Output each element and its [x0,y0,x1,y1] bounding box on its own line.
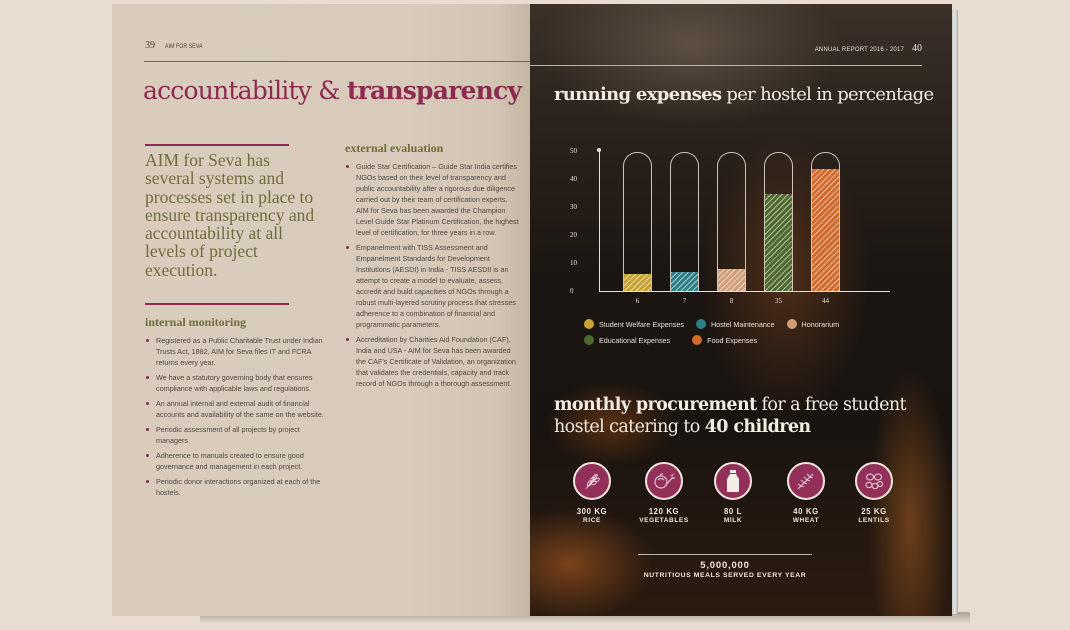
item-quantity: 25 KG [861,507,887,516]
bar-educational [764,152,793,291]
bar-fill [765,193,792,291]
vegetables-icon [645,462,683,500]
intro-text: AIM for Seva has several systems and pro… [145,150,315,280]
x-tick: 7 [682,297,687,305]
x-tick: 35 [775,297,782,305]
x-tick: 44 [822,297,829,305]
y-tick: 0 [570,287,574,295]
procurement-item-lentils: 25 KG LENTILS [834,462,914,524]
x-axis [599,291,890,292]
intro-rule-top [145,144,289,146]
list-item: Registered as a Public Charitable Trust … [145,335,327,368]
y-axis [599,150,600,292]
y-tick: 50 [570,147,577,155]
list-item: We have a statutory governing body that … [145,372,327,394]
rice-stalk-icon [573,462,611,500]
chart-title-light: per hostel in percentage [726,84,934,105]
x-tick: 8 [729,297,734,305]
wheat-icon [787,462,825,500]
list-item: Periodic assessment of all projects by p… [145,424,327,446]
procurement-item-milk: 80 L MILK [693,462,773,524]
chart-title-bold: running expenses [554,84,722,105]
procurement-title-light: for a free student hostel catering to [554,395,907,437]
title-light: accountability & [143,76,340,105]
legend-item: Educational Expenses [584,335,670,345]
title-bold: transparency [346,76,522,105]
external-evaluation-list: Guide Star Certification – Guide Star In… [345,161,521,393]
legend-item: Hostel Maintenance [695,319,775,329]
y-tick: 10 [570,259,577,267]
item-name: MILK [723,517,743,524]
item-name: LENTILS [858,517,890,524]
item-quantity: 80 L [723,507,742,516]
procurement-item-rice: 300 KG RICE [552,462,632,524]
external-evaluation-heading: external evaluation [345,141,444,155]
internal-monitoring-list: Registered as a Public Charitable Trust … [145,335,327,502]
bar-honorarium [717,152,746,291]
left-page: 39 AIM FOR SEVA accountability & transpa… [112,4,530,616]
procurement-title-bold: monthly procurement [554,395,757,415]
item-quantity: 40 KG [793,507,819,516]
item-name: RICE [583,517,601,524]
legend-swatch [584,335,594,345]
item-quantity: 300 KG [576,507,608,516]
item-quantity: 120 KG [648,507,680,516]
right-running-head: ANNUAL REPORT 2016 - 2017 40 [815,43,922,54]
header-rule [144,61,530,62]
intro-rule-bottom [145,303,289,305]
legend-item: Food Expenses [692,335,757,345]
item-name: VEGETABLES [639,517,689,524]
list-item: Periodic donor interactions organized at… [145,476,327,498]
list-item: Accreditation by Charities Aid Foundatio… [345,334,521,389]
bar-fill [812,168,839,291]
legend-swatch [695,319,706,329]
bar-food [811,152,840,291]
meals-count: 5,000,000 [700,560,750,571]
page-number: 40 [912,43,922,54]
procurement-item-vegetables: 120 KG VEGETABLES [624,462,704,524]
internal-monitoring-heading: internal monitoring [145,315,246,329]
bar-fill [624,274,651,291]
page-number: 39 [145,40,155,51]
running-head-title: AIM FOR SEVA [165,43,203,50]
chart-title: running expenses per hostel in percentag… [554,84,934,105]
bar-student-welfare [623,152,652,291]
chart-legend: Student Welfare Expenses Hostel Maintena… [584,319,904,351]
meals-rule [638,554,812,555]
y-tick: 20 [570,231,577,239]
meals-caption: NUTRITIOUS MEALS SERVED EVERY YEAR [643,572,807,579]
x-tick: 6 [635,297,640,305]
milk-bottle-icon [714,462,752,500]
running-head-title: ANNUAL REPORT 2016 - 2017 [814,47,904,53]
procurement-title: monthly procurement for a free student h… [554,394,934,438]
expenses-bar-chart: 50 40 30 20 10 0 6 7 8 35 44 [570,144,890,305]
legend-item: Honorarium [786,319,839,329]
list-item: Empanelment with TISS Assessment and Emp… [345,242,521,330]
y-tick: 30 [570,203,577,211]
procurement-items: 300 KG RICE 120 KG VEGETABLES 80 L MILK [550,462,910,532]
right-page: ANNUAL REPORT 2016 - 2017 40 running exp… [530,4,952,616]
page-edge [952,10,958,614]
list-item: Adherence to manuals created to ensure g… [145,450,327,472]
list-item: An annual internal and external audit of… [145,398,327,420]
legend-item: Student Welfare Expenses [584,319,684,329]
y-tick: 40 [570,175,577,183]
legend-swatch [786,319,797,329]
page-title: accountability & transparency [143,76,522,105]
procurement-item-wheat: 40 KG WHEAT [766,462,846,524]
legend-swatch [692,335,703,345]
bar-fill [718,268,745,291]
legend-swatch [584,319,594,329]
header-rule [530,65,922,66]
lentils-icon [855,462,893,500]
brochure-spread: 39 AIM FOR SEVA accountability & transpa… [112,4,958,616]
bar-fill [671,271,698,291]
bar-hostel-maintenance [670,152,699,291]
left-running-head: 39 AIM FOR SEVA [145,40,212,51]
procurement-title-count: 40 children [704,417,811,437]
list-item: Guide Star Certification – Guide Star In… [345,161,521,238]
item-name: WHEAT [792,517,820,524]
